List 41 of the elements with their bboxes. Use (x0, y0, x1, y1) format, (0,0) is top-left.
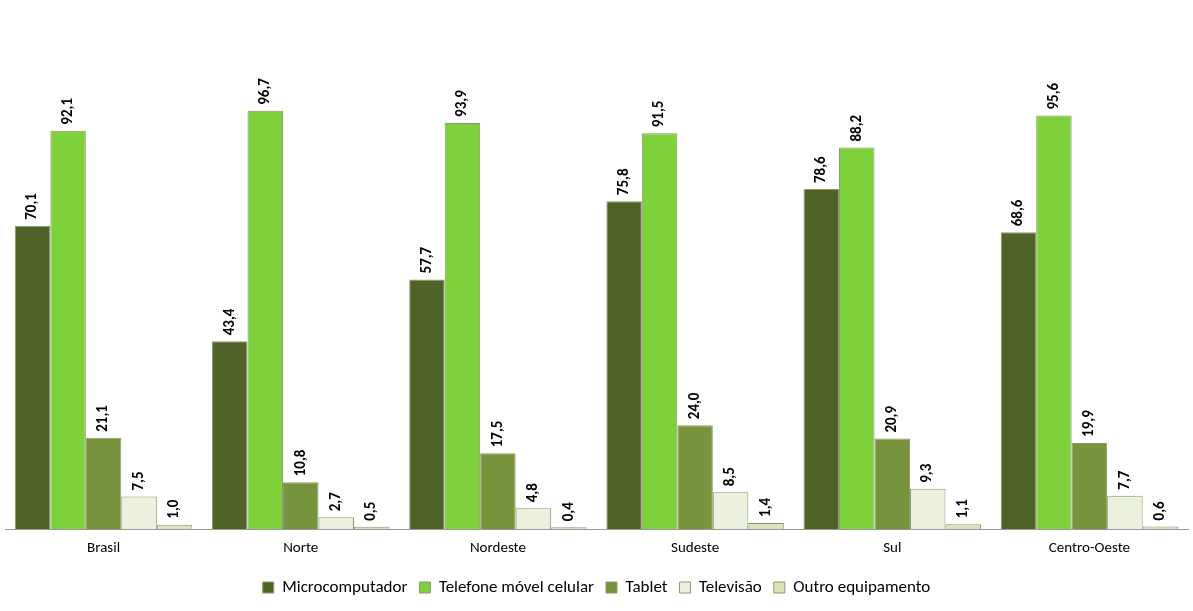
data-label: 10,8 (290, 449, 309, 477)
x-tick-label: Brasil (87, 537, 121, 556)
data-label: 21,1 (93, 404, 112, 432)
data-label: 57,7 (416, 246, 435, 274)
data-label: 92,1 (57, 97, 76, 125)
data-label: 7,5 (128, 471, 147, 491)
data-label: 68,6 (1008, 199, 1027, 227)
data-label: 20,9 (882, 405, 900, 433)
legend-label: Microcomputador (282, 575, 408, 597)
data-label: 0,4 (558, 501, 577, 522)
data-label: 95,6 (1043, 82, 1062, 110)
x-tick-label: Norte (283, 537, 319, 556)
data-label: 70,1 (22, 192, 41, 220)
data-label: 88,2 (846, 114, 865, 142)
legend-label: Tablet (625, 575, 668, 597)
data-label: 78,6 (811, 155, 830, 184)
x-tick-label: Nordeste (469, 537, 526, 556)
x-tick-label: Sudeste (671, 537, 720, 556)
data-label: 1,1 (952, 498, 971, 519)
legend-label: Telefone móvel celular (438, 575, 595, 597)
data-label: 43,4 (219, 308, 238, 336)
data-label: 96,7 (255, 77, 274, 105)
x-tick-label: Centro-Oeste (1048, 537, 1130, 556)
data-label: 17,5 (487, 420, 506, 448)
data-label: 93,9 (452, 89, 471, 117)
data-label: 19,9 (1079, 409, 1098, 437)
data-label: 1,4 (755, 497, 774, 517)
legend-label: Televisão (698, 575, 762, 597)
x-tick-label: Sul (883, 537, 902, 556)
data-label: 2,7 (325, 491, 344, 512)
data-label: 7,7 (1114, 470, 1133, 490)
legend-label: Outro equipamento (793, 575, 931, 597)
data-label: 0,5 (361, 501, 380, 521)
data-label: 8,5 (720, 467, 739, 487)
data-label: 75,8 (613, 168, 632, 196)
data-label: 1,0 (164, 499, 183, 519)
data-label: 4,8 (523, 482, 542, 503)
data-label: 24,0 (684, 392, 703, 420)
data-label: 0,6 (1150, 500, 1169, 521)
data-label: 91,5 (649, 100, 668, 128)
data-label: 9,3 (917, 463, 936, 483)
